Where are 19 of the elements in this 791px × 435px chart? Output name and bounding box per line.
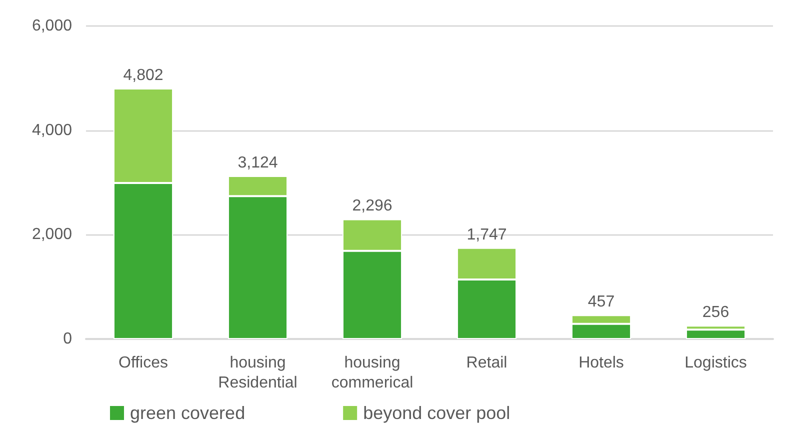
total-label: 4,802 xyxy=(123,66,164,84)
y-tick-label: 0 xyxy=(63,330,72,348)
x-tick-label: Retail xyxy=(466,354,508,372)
bar xyxy=(686,330,746,339)
x-tick-label: housing Residential xyxy=(218,354,298,392)
y-tick-label: 2,000 xyxy=(32,226,72,244)
x-tick-label: Offices xyxy=(118,354,168,372)
y-tick-label: 4,000 xyxy=(32,122,72,139)
total-label: 1,747 xyxy=(466,226,507,244)
total-label: 3,124 xyxy=(238,154,278,172)
x-tick-label: Hotels xyxy=(578,354,624,372)
y-tick-label: 6,000 xyxy=(32,18,72,34)
legend-label: beyond cover pool xyxy=(363,403,510,423)
total-label: 256 xyxy=(702,304,730,322)
total-label: 457 xyxy=(588,294,615,311)
x-tick-label: housing commerical xyxy=(331,354,414,392)
total-label: 2,296 xyxy=(352,198,392,215)
x-tick-label: Logistics xyxy=(684,354,747,372)
legend-label: green covered xyxy=(130,403,246,423)
